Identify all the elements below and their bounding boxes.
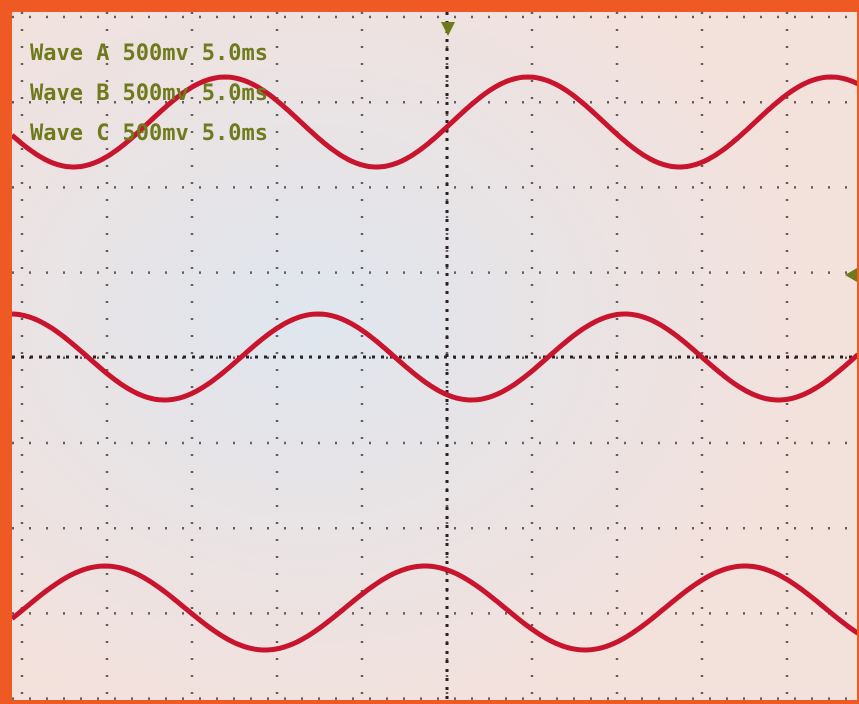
channel-name: Wave C	[30, 121, 109, 146]
channel-label: Wave C 500mv 5.0ms	[30, 121, 268, 146]
channel-timebase: 5.0ms	[202, 121, 268, 146]
oscilloscope-screen: Wave A 500mv 5.0ms Wave B 500mv 5.0ms Wave C 50…	[0, 0, 859, 704]
channel-labels: Wave A 500mv 5.0ms Wave B 500mv 5.0ms Wave C 50…	[30, 41, 268, 146]
channel-name: Wave B	[30, 81, 109, 106]
channel-timebase: 5.0ms	[202, 41, 268, 66]
channel-scale: 500mv	[122, 41, 188, 66]
channel-label: Wave B 500mv 5.0ms	[30, 81, 268, 106]
channel-name: Wave A	[30, 41, 109, 66]
channel-scale: 500mv	[122, 81, 188, 106]
channel-label: Wave A 500mv 5.0ms	[30, 41, 268, 66]
channel-scale: 500mv	[122, 121, 188, 146]
channel-timebase: 5.0ms	[202, 81, 268, 106]
